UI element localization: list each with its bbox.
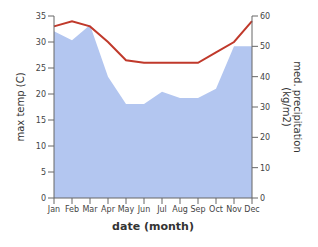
svg-text:Apr: Apr	[101, 205, 116, 214]
svg-text:30: 30	[260, 103, 270, 112]
svg-text:15: 15	[36, 116, 46, 125]
svg-text:Feb: Feb	[65, 205, 79, 214]
svg-text:30: 30	[36, 38, 46, 47]
svg-text:Jul: Jul	[156, 205, 167, 214]
svg-text:10: 10	[260, 164, 270, 173]
svg-text:med. precipitation(kg/m2): med. precipitation(kg/m2)	[281, 61, 304, 153]
svg-text:25: 25	[36, 64, 46, 73]
svg-text:Jan: Jan	[47, 205, 60, 214]
svg-text:50: 50	[260, 42, 270, 51]
svg-text:20: 20	[36, 90, 46, 99]
svg-text:max temp (C): max temp (C)	[15, 72, 26, 141]
svg-text:10: 10	[36, 142, 46, 151]
svg-text:Sep: Sep	[190, 205, 205, 214]
svg-text:Aug: Aug	[172, 205, 188, 214]
svg-text:Jun: Jun	[137, 205, 151, 214]
svg-text:35: 35	[36, 12, 46, 21]
svg-text:5: 5	[41, 168, 46, 177]
svg-text:date (month): date (month)	[112, 220, 194, 233]
svg-text:Nov: Nov	[226, 205, 242, 214]
svg-text:40: 40	[260, 73, 270, 82]
svg-text:Mar: Mar	[82, 205, 98, 214]
svg-text:May: May	[118, 205, 135, 214]
svg-text:Dec: Dec	[244, 205, 259, 214]
svg-text:0: 0	[41, 194, 46, 203]
svg-text:60: 60	[260, 12, 270, 21]
svg-text:0: 0	[260, 194, 265, 203]
svg-text:Oct: Oct	[209, 205, 223, 214]
svg-text:20: 20	[260, 133, 270, 142]
